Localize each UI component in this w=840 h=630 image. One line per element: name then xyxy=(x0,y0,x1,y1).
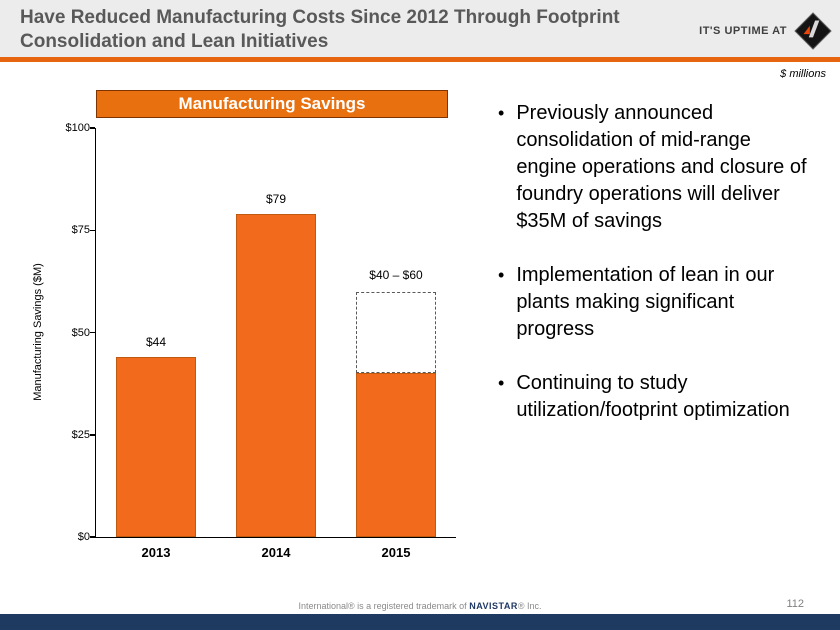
range-estimate-box xyxy=(356,291,436,374)
brand-block: IT'S UPTIME AT xyxy=(699,12,832,50)
bar-value-label: $44 xyxy=(145,335,167,350)
plot-area: $0 $25 $50 $75 $100 2013 $44 2014 $79 2015 $40 – $… xyxy=(66,122,456,560)
footer-trademark-note: International® is a registered trademark… xyxy=(0,601,840,611)
y-tick-mark xyxy=(90,536,95,538)
y-tick-label: $50 xyxy=(71,326,90,339)
bullet-item: • Implementation of lean in our plants m… xyxy=(498,262,810,343)
bullet-list: • Previously announced consolidation of … xyxy=(498,100,810,451)
y-tick-label: $25 xyxy=(71,428,90,441)
bullet-item: • Previously announced consolidation of … xyxy=(498,100,810,235)
bullet-item: • Continuing to study utilization/footpr… xyxy=(498,370,810,424)
y-tick-label: $0 xyxy=(77,531,90,543)
bar-2013 xyxy=(116,357,196,537)
slide-header: Have Reduced Manufacturing Costs Since 2… xyxy=(0,0,840,57)
y-tick-label: $100 xyxy=(65,122,90,134)
bullet-text: Previously announced consolidation of mi… xyxy=(516,102,807,232)
x-tick-label: 2015 xyxy=(381,545,411,560)
page-title: Have Reduced Manufacturing Costs Since 2… xyxy=(20,7,620,52)
chart-title: Manufacturing Savings xyxy=(96,90,448,118)
footer-text-pre: International® is a registered trademark… xyxy=(298,601,467,611)
international-diamond-logo-icon xyxy=(794,12,832,50)
bullet-marker-icon: • xyxy=(498,373,505,393)
bullet-text: Continuing to study utilization/footprin… xyxy=(516,372,790,421)
footer-text-post: ® Inc. xyxy=(517,601,542,611)
y-tick-label: $75 xyxy=(71,224,90,237)
x-tick-label: 2013 xyxy=(141,545,171,560)
y-tick-mark xyxy=(90,229,95,231)
y-tick-mark xyxy=(90,331,95,334)
units-note: $ millions xyxy=(780,68,826,80)
y-tick-mark xyxy=(90,434,95,436)
bullet-marker-icon: • xyxy=(498,103,505,123)
manufacturing-savings-chart: Manufacturing Savings Manufacturing Savi… xyxy=(20,88,490,588)
bullet-marker-icon: • xyxy=(498,265,505,285)
bar-value-label: $79 xyxy=(265,191,287,206)
range-value-label: $40 – $60 xyxy=(369,267,423,282)
page-number: 112 xyxy=(786,598,804,610)
x-tick-label: 2014 xyxy=(261,545,291,560)
navistar-logo-text: NAVISTAR xyxy=(469,601,518,611)
bullet-text: Implementation of lean in our plants mak… xyxy=(516,264,775,340)
y-tick-mark xyxy=(90,127,95,129)
y-axis-title: Manufacturing Savings ($M) xyxy=(32,263,44,401)
bottom-accent-bar xyxy=(0,614,840,630)
accent-rule xyxy=(0,57,840,62)
brand-tagline: IT'S UPTIME AT xyxy=(699,25,787,37)
bar-2014 xyxy=(236,213,316,537)
bar-2015 xyxy=(356,373,436,537)
